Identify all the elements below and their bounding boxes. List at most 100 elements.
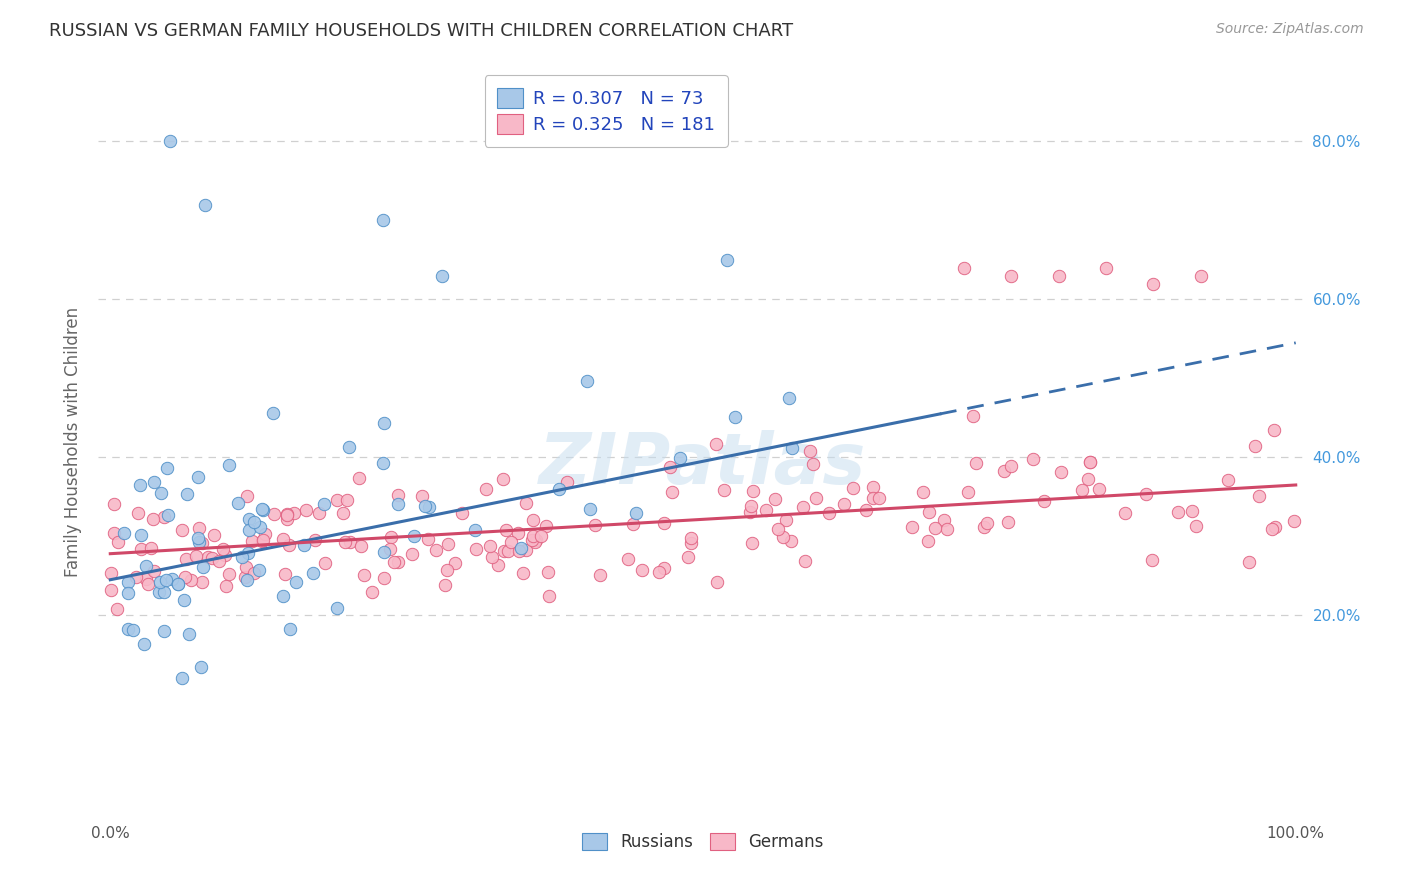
Point xyxy=(799,444,821,458)
Point xyxy=(862,480,884,494)
Point xyxy=(380,530,402,544)
Point xyxy=(160,572,183,586)
Point xyxy=(156,508,179,523)
Point xyxy=(792,500,814,514)
Point xyxy=(294,503,316,517)
Point xyxy=(304,533,326,547)
Point xyxy=(243,515,266,529)
Point xyxy=(308,506,330,520)
Point xyxy=(155,574,177,588)
Point xyxy=(1000,268,1022,283)
Point xyxy=(387,498,409,512)
Point xyxy=(522,513,544,527)
Point xyxy=(681,531,703,545)
Point xyxy=(652,561,675,575)
Point xyxy=(512,566,534,580)
Point xyxy=(741,536,763,550)
Point xyxy=(337,441,360,455)
Point xyxy=(240,533,263,548)
Point xyxy=(173,593,195,607)
Point xyxy=(444,556,467,570)
Point xyxy=(238,523,260,537)
Point xyxy=(661,484,683,499)
Point xyxy=(373,571,395,585)
Point xyxy=(350,539,373,553)
Point xyxy=(117,586,139,600)
Point xyxy=(250,533,273,548)
Point xyxy=(347,471,370,485)
Point xyxy=(413,499,436,513)
Point xyxy=(862,491,884,505)
Point xyxy=(479,539,502,553)
Point xyxy=(236,574,259,588)
Point xyxy=(621,517,644,532)
Point xyxy=(177,627,200,641)
Point xyxy=(312,497,335,511)
Point xyxy=(336,493,359,508)
Point xyxy=(1261,522,1284,536)
Point xyxy=(495,523,517,537)
Point xyxy=(524,535,547,549)
Point xyxy=(187,531,209,545)
Point xyxy=(589,568,612,582)
Point xyxy=(624,506,647,520)
Point xyxy=(202,527,225,541)
Point xyxy=(1167,505,1189,519)
Point xyxy=(868,491,890,506)
Point xyxy=(250,502,273,516)
Point xyxy=(1078,455,1101,469)
Point xyxy=(832,497,855,511)
Point xyxy=(253,526,276,541)
Point xyxy=(515,496,537,510)
Point xyxy=(1071,483,1094,497)
Point xyxy=(373,417,395,431)
Point xyxy=(506,526,529,541)
Point xyxy=(401,547,423,561)
Point xyxy=(451,506,474,520)
Point xyxy=(432,268,454,283)
Point xyxy=(159,135,181,149)
Point xyxy=(780,534,803,549)
Point xyxy=(277,538,299,552)
Point xyxy=(548,482,571,496)
Point xyxy=(1264,520,1286,534)
Point xyxy=(373,545,395,559)
Point xyxy=(247,563,270,577)
Point xyxy=(515,543,537,558)
Point xyxy=(464,523,486,537)
Point xyxy=(425,542,447,557)
Point xyxy=(252,533,274,547)
Point xyxy=(973,520,995,534)
Point xyxy=(276,508,298,522)
Point xyxy=(208,554,231,568)
Point xyxy=(238,546,260,560)
Point xyxy=(180,574,202,588)
Point xyxy=(134,637,156,651)
Point xyxy=(434,578,457,592)
Point xyxy=(103,497,125,511)
Point xyxy=(382,555,405,569)
Point xyxy=(1247,489,1270,503)
Point xyxy=(1263,424,1285,438)
Point xyxy=(127,506,149,520)
Point xyxy=(782,441,804,455)
Point xyxy=(142,475,165,490)
Text: RUSSIAN VS GERMAN FAMILY HOUSEHOLDS WITH CHILDREN CORRELATION CHART: RUSSIAN VS GERMAN FAMILY HOUSEHOLDS WITH… xyxy=(49,22,793,40)
Text: ZIPatlas: ZIPatlas xyxy=(540,430,866,499)
Point xyxy=(659,460,682,475)
Point xyxy=(172,523,194,537)
Point xyxy=(152,624,174,639)
Point xyxy=(676,549,699,564)
Point xyxy=(578,502,600,516)
Point xyxy=(326,600,349,615)
Point xyxy=(214,549,236,563)
Point xyxy=(1114,506,1136,520)
Point xyxy=(188,535,211,549)
Point xyxy=(378,541,401,556)
Point xyxy=(387,554,409,568)
Point xyxy=(402,529,425,543)
Point xyxy=(274,567,297,582)
Point xyxy=(509,541,531,555)
Point xyxy=(997,515,1019,529)
Point xyxy=(530,529,553,543)
